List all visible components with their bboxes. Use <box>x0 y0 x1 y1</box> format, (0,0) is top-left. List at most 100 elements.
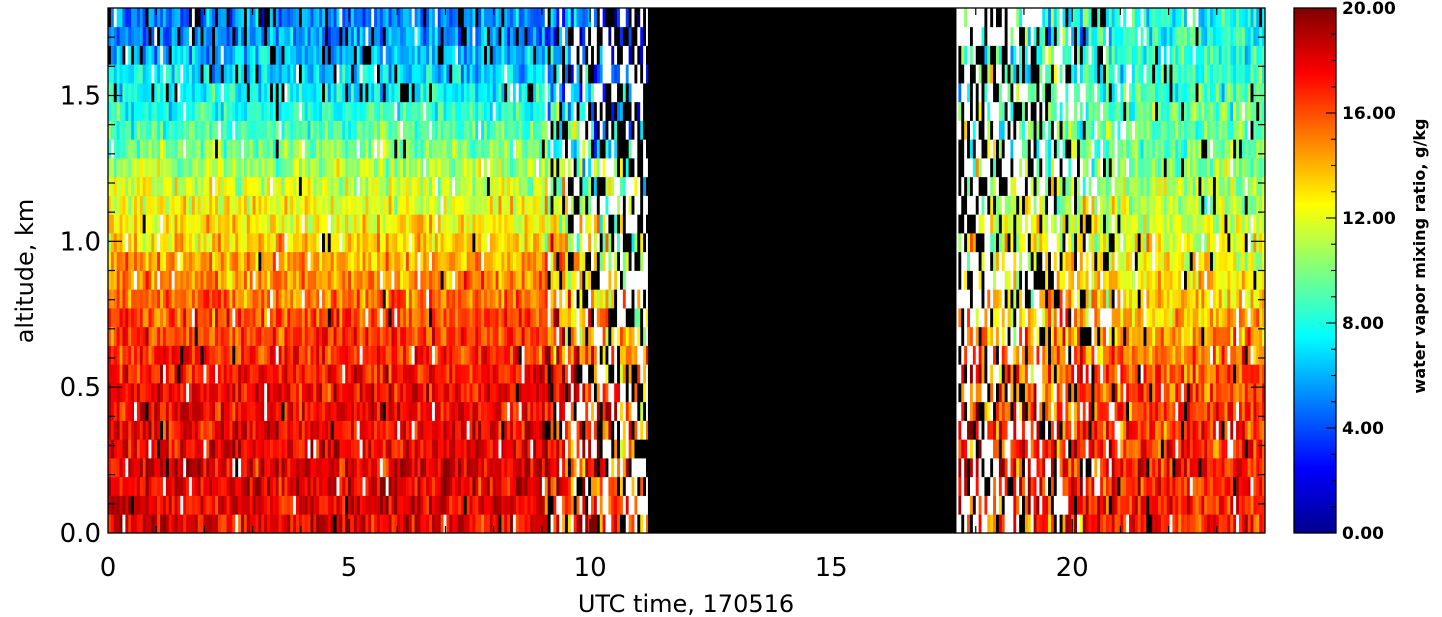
heatmap-cell <box>174 251 179 271</box>
heatmap-cell <box>220 401 225 421</box>
heatmap-cell <box>579 26 583 46</box>
heatmap-cell <box>576 514 581 533</box>
heatmap-cell <box>515 495 520 515</box>
heatmap-cell <box>527 214 531 234</box>
heatmap-cell <box>298 8 303 28</box>
heatmap-cell <box>472 308 476 328</box>
heatmap-cell <box>403 176 407 196</box>
heatmap-cell <box>310 64 314 84</box>
heatmap-cell <box>538 345 543 365</box>
heatmap-cell <box>460 345 465 365</box>
heatmap-cell <box>533 8 537 28</box>
heatmap-cell <box>267 64 271 84</box>
heatmap-cell <box>342 120 346 140</box>
heatmap-cell <box>608 495 612 515</box>
heatmap-cell <box>301 289 306 309</box>
heatmap-cell <box>400 420 404 440</box>
heatmap-cell <box>269 364 274 384</box>
heatmap-cell <box>362 139 367 159</box>
heatmap-cell <box>232 26 236 46</box>
heatmap-cell <box>377 326 381 346</box>
heatmap-cell <box>171 270 176 290</box>
heatmap-cell <box>310 514 314 533</box>
heatmap-cell <box>203 195 207 215</box>
heatmap-cell <box>316 289 320 309</box>
heatmap-cell <box>212 158 216 178</box>
heatmap-cell <box>261 8 265 28</box>
heatmap-cell <box>278 401 283 421</box>
heatmap-cell <box>527 139 531 159</box>
heatmap-cell <box>501 345 505 365</box>
heatmap-cell <box>420 514 424 533</box>
heatmap-cell <box>186 64 190 84</box>
heatmap-cell <box>215 120 219 140</box>
heatmap-cell <box>576 420 581 440</box>
heatmap-cell <box>405 120 410 140</box>
heatmap-cell <box>269 495 274 515</box>
heatmap-cell <box>484 233 488 253</box>
heatmap-cell <box>573 83 578 103</box>
heatmap-cell <box>382 476 387 496</box>
heatmap-cell <box>533 345 537 365</box>
heatmap-cell <box>342 45 346 65</box>
heatmap-cell <box>342 383 346 403</box>
heatmap-cell <box>261 233 265 253</box>
heatmap-cell <box>139 176 144 196</box>
heatmap-cell <box>108 308 112 328</box>
heatmap-cell <box>429 326 433 346</box>
heatmap-cell <box>301 83 306 103</box>
heatmap-cell <box>567 26 572 46</box>
heatmap-cell <box>501 383 505 403</box>
heatmap-cell <box>518 458 523 478</box>
heatmap-cell <box>565 326 569 346</box>
heatmap-cell <box>457 345 462 365</box>
heatmap-cell <box>197 289 202 309</box>
heatmap-cell <box>128 233 132 253</box>
heatmap-cell <box>591 8 595 28</box>
heatmap-cell <box>125 495 129 515</box>
heatmap-cell <box>420 289 424 309</box>
heatmap-cell <box>486 101 491 121</box>
heatmap-cell <box>599 64 604 84</box>
heatmap-cell <box>377 383 381 403</box>
heatmap-cell <box>191 101 196 121</box>
heatmap-cell <box>165 64 170 84</box>
heatmap-cell <box>437 214 442 234</box>
heatmap-cell <box>382 120 387 140</box>
heatmap-cell <box>293 401 297 421</box>
heatmap-cell <box>495 214 500 234</box>
heatmap-cell <box>400 401 404 421</box>
heatmap-cell <box>556 345 560 365</box>
heatmap-cell <box>562 345 566 365</box>
heatmap-cell <box>377 8 381 28</box>
heatmap-cell <box>617 26 621 46</box>
heatmap-cell <box>527 458 531 478</box>
heatmap-cell <box>553 514 557 533</box>
heatmap-cell <box>579 383 583 403</box>
heatmap-cell <box>241 26 245 46</box>
heatmap-cell <box>359 458 364 478</box>
heatmap-cell <box>122 195 126 215</box>
heatmap-cell <box>512 176 517 196</box>
heatmap-cell <box>330 8 335 28</box>
heatmap-cell <box>327 8 332 28</box>
heatmap-cell <box>180 345 184 365</box>
heatmap-cell <box>157 308 161 328</box>
heatmap-cell <box>310 308 314 328</box>
heatmap-cell <box>249 101 254 121</box>
heatmap-cell <box>397 345 401 365</box>
heatmap-cell <box>400 195 404 215</box>
heatmap-cell <box>162 214 167 234</box>
heatmap-cell <box>220 64 225 84</box>
heatmap-cell <box>148 289 152 309</box>
heatmap-cell <box>591 139 595 159</box>
heatmap-cell <box>443 101 448 121</box>
heatmap-cell <box>249 289 254 309</box>
heatmap-cell <box>319 251 323 271</box>
heatmap-cell <box>429 26 433 46</box>
heatmap-cell <box>379 364 384 384</box>
heatmap-cell <box>486 401 491 421</box>
heatmap-cell <box>377 120 381 140</box>
heatmap-cell <box>492 158 497 178</box>
heatmap-cell <box>136 26 141 46</box>
